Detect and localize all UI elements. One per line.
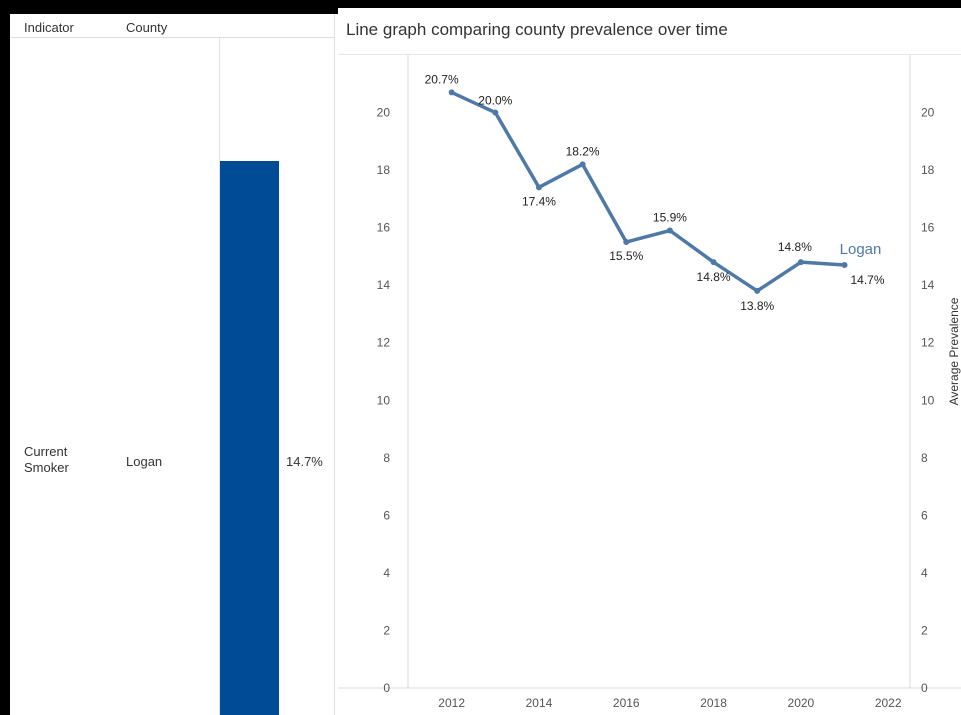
x-tick-label: 2014 <box>526 696 553 710</box>
title-rule <box>338 54 961 55</box>
panel-divider <box>334 14 339 715</box>
y-tick-left: 10 <box>377 393 391 407</box>
data-point <box>710 259 717 266</box>
y-tick-right: 4 <box>921 566 928 580</box>
data-point <box>579 161 586 168</box>
data-label: 20.0% <box>478 94 512 108</box>
y-tick-right: 14 <box>921 278 935 292</box>
column-header-indicator[interactable]: Indicator <box>24 20 74 35</box>
y-tick-left: 16 <box>377 221 391 235</box>
y-tick-left: 6 <box>383 508 390 522</box>
data-label: 14.7% <box>851 273 885 287</box>
y-tick-right: 10 <box>921 393 935 407</box>
data-point <box>623 239 630 246</box>
x-tick-label: 2020 <box>788 696 815 710</box>
y-axis-title: Average Prevalence <box>947 297 961 405</box>
y-tick-right: 12 <box>921 336 935 350</box>
row-county-cell: Logan <box>126 454 163 469</box>
column-divider <box>219 38 220 715</box>
y-tick-right: 0 <box>921 681 928 695</box>
y-tick-left: 0 <box>383 681 390 695</box>
data-point <box>754 287 761 294</box>
x-tick-label: 2012 <box>438 696 465 710</box>
indicator-table: Indicator County Current Smoker Logan 14… <box>10 14 334 715</box>
data-label: 18.2% <box>566 144 600 158</box>
y-tick-left: 2 <box>383 623 390 637</box>
data-label: 15.9% <box>653 211 687 225</box>
data-point <box>841 262 848 269</box>
x-tick-label: 2018 <box>700 696 727 710</box>
y-tick-right: 6 <box>921 508 928 522</box>
prevalence-bar[interactable] <box>220 160 279 715</box>
x-tick-label: 2022 <box>875 696 902 710</box>
column-header-county[interactable]: County <box>126 20 168 35</box>
y-tick-right: 2 <box>921 623 928 637</box>
y-tick-right: 8 <box>921 451 928 465</box>
y-tick-left: 14 <box>377 278 391 292</box>
data-label: 14.8% <box>697 270 731 284</box>
data-label: 15.5% <box>609 249 643 263</box>
chart-panel: Line graph comparing county prevalence o… <box>338 8 961 715</box>
data-point <box>492 109 499 116</box>
y-tick-left: 20 <box>377 106 391 120</box>
data-point <box>535 184 542 191</box>
data-label: 13.8% <box>740 299 774 313</box>
chart-title: Line graph comparing county prevalence o… <box>346 20 728 39</box>
table-header: Indicator County <box>10 14 334 38</box>
y-tick-right: 16 <box>921 221 935 235</box>
y-tick-left: 18 <box>377 163 391 177</box>
data-point <box>797 259 804 266</box>
y-tick-left: 12 <box>377 336 391 350</box>
y-tick-left: 4 <box>383 566 390 580</box>
row-indicator-cell: Current Smoker <box>24 444 69 475</box>
y-tick-right: 18 <box>921 163 935 177</box>
series-name-label: Logan <box>840 241 882 258</box>
data-label: 17.4% <box>522 194 556 208</box>
data-point <box>448 89 455 96</box>
series-line-logan <box>449 90 847 293</box>
prevalence-bar-label: 14.7% <box>286 454 323 469</box>
data-label: 20.7% <box>425 72 459 86</box>
x-tick-label: 2016 <box>613 696 640 710</box>
y-tick-right: 20 <box>921 106 935 120</box>
data-point <box>666 227 673 234</box>
y-tick-left: 8 <box>383 451 390 465</box>
data-label: 14.8% <box>778 240 812 254</box>
